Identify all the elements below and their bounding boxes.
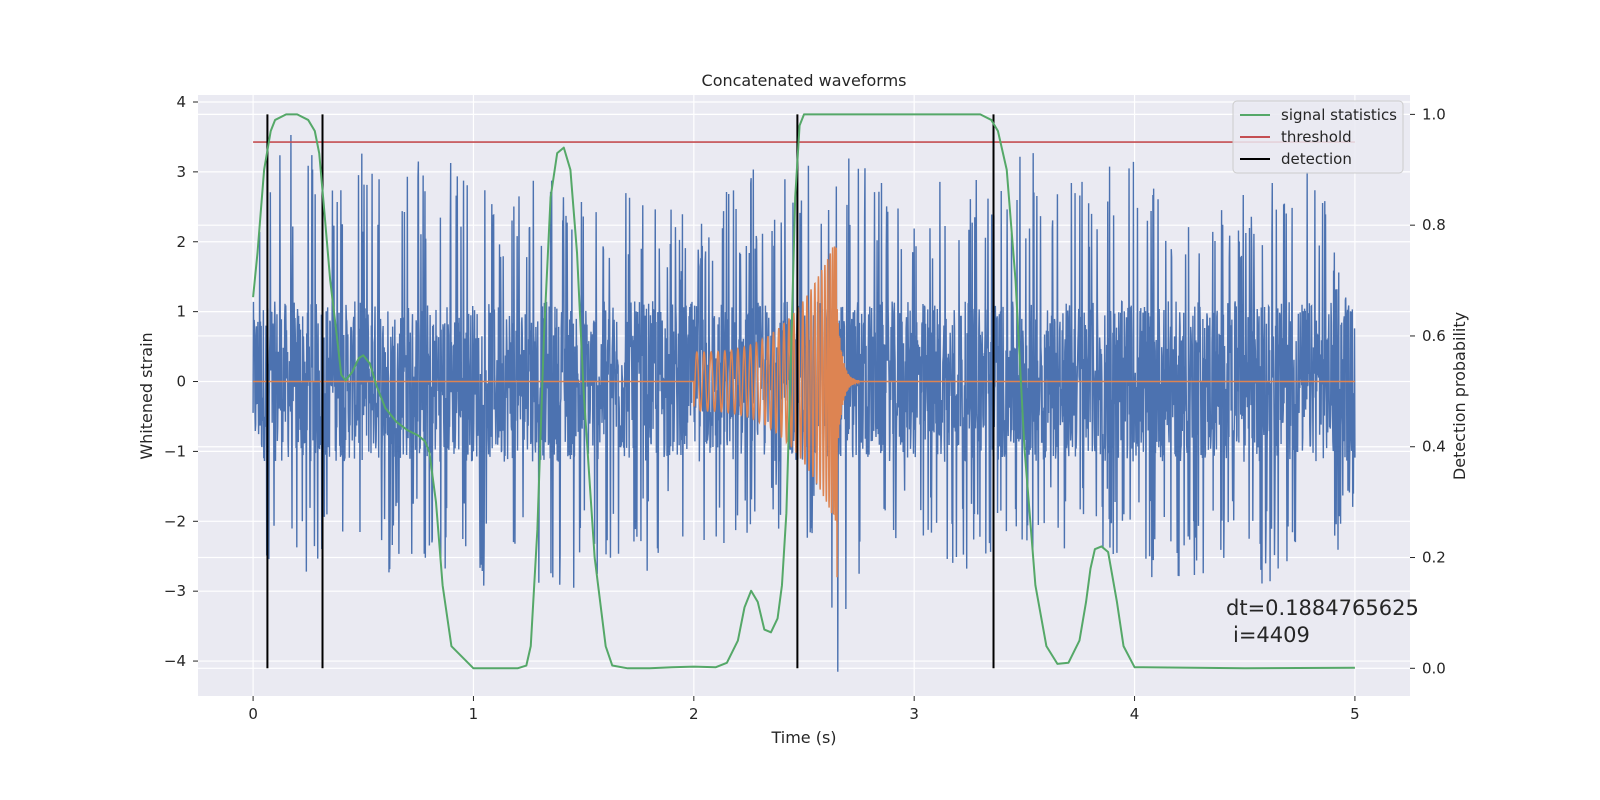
y2-tick-label: 0.6 [1422,327,1446,345]
detection-lines [266,114,995,669]
x-tick-label: 1 [469,705,479,723]
y-tick-label: 1 [176,303,186,321]
legend: signal statistics threshold detection [1232,100,1404,174]
y-tick-label: 2 [176,233,186,251]
annotation-dt: dt=0.1884765625 [1226,596,1419,620]
legend-label-detection: detection [1281,150,1352,168]
y-tick-label: −4 [164,652,186,670]
x-tick-label: 5 [1350,705,1360,723]
legend-label-signal-statistics: signal statistics [1281,106,1397,124]
x-tick-label: 4 [1130,705,1140,723]
y2-tick-label: 0.8 [1422,216,1446,234]
injection-series [253,246,1355,578]
injection-line [253,246,1355,578]
y-tick-label: −2 [164,512,186,530]
signal-statistics-line [252,113,1355,670]
x-axis-label: Time (s) [770,728,836,747]
legend-box [1232,100,1404,174]
y2-tick-label: 1.0 [1422,105,1446,123]
axis-ticks: 0 1 2 3 4 5 −4 −3 −2 −1 0 1 2 3 4 0.0 0.2 0.4 0.6 0.8 1.0 [164,93,1446,723]
x-tick-label: 2 [689,705,699,723]
x-tick-label: 0 [248,705,258,723]
y2-tick-label: 0.2 [1422,549,1446,567]
y2-tick-label: 0.0 [1422,659,1446,677]
y-tick-label: 3 [176,163,186,181]
signal-statistics-series [252,113,1355,670]
chart-title: Concatenated waveforms [702,71,907,90]
annotation-i: i=4409 [1233,623,1310,647]
y-tick-label: 4 [176,93,186,111]
y-axis-label: Whitened strain [137,332,156,459]
y2-axis-label: Detection probability [1450,312,1469,480]
x-tick-label: 3 [909,705,919,723]
y-tick-label: −1 [164,442,186,460]
legend-label-threshold: threshold [1281,128,1352,146]
y-tick-label: −3 [164,582,186,600]
y-tick-label: 0 [176,373,186,391]
y2-tick-label: 0.4 [1422,438,1446,456]
